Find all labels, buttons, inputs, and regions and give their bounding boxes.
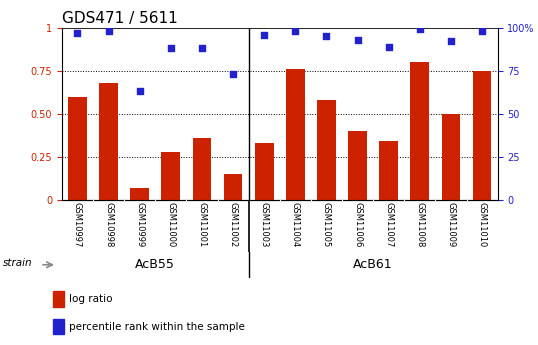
Text: GSM11006: GSM11006 [353, 201, 362, 247]
Text: GSM11003: GSM11003 [260, 201, 268, 247]
Text: GSM11007: GSM11007 [384, 201, 393, 247]
Bar [317, 100, 336, 200]
Text: GDS471 / 5611: GDS471 / 5611 [62, 11, 178, 27]
Text: GSM10998: GSM10998 [104, 201, 113, 247]
Bar [224, 174, 243, 200]
Text: percentile rank within the sample: percentile rank within the sample [69, 322, 245, 332]
Bar [442, 114, 461, 200]
Point [197, 46, 206, 51]
Text: GSM11000: GSM11000 [166, 201, 175, 247]
Text: AcB55: AcB55 [136, 258, 175, 271]
Point [260, 32, 268, 37]
Bar [286, 69, 305, 200]
Point [447, 39, 455, 44]
Text: GSM10999: GSM10999 [135, 201, 144, 247]
Bar [99, 83, 118, 200]
Point [104, 28, 113, 34]
Point [478, 28, 486, 34]
Text: GSM11004: GSM11004 [291, 201, 300, 247]
Point [415, 27, 424, 32]
Text: GSM11008: GSM11008 [415, 201, 424, 247]
Text: log ratio: log ratio [69, 294, 112, 304]
Point [384, 44, 393, 49]
Bar [348, 131, 367, 200]
Point [353, 37, 362, 42]
Text: GSM11002: GSM11002 [229, 201, 238, 247]
Point [229, 71, 237, 77]
Bar [193, 138, 211, 200]
Point [73, 30, 82, 36]
Bar [255, 143, 273, 200]
Point [136, 89, 144, 94]
Text: GSM11001: GSM11001 [197, 201, 207, 247]
Bar [410, 62, 429, 200]
Bar [379, 141, 398, 200]
Point [322, 33, 331, 39]
Bar [473, 71, 491, 200]
Bar [53, 291, 64, 307]
Point [291, 28, 300, 34]
Bar [161, 152, 180, 200]
Text: GSM11009: GSM11009 [447, 201, 456, 247]
Text: GSM10997: GSM10997 [73, 201, 82, 247]
Text: strain: strain [3, 258, 33, 268]
Bar [130, 188, 149, 200]
Point [167, 46, 175, 51]
Bar [53, 319, 64, 334]
Bar [68, 97, 87, 200]
Text: GSM11010: GSM11010 [478, 201, 486, 247]
Text: AcB61: AcB61 [353, 258, 393, 271]
Text: GSM11005: GSM11005 [322, 201, 331, 247]
